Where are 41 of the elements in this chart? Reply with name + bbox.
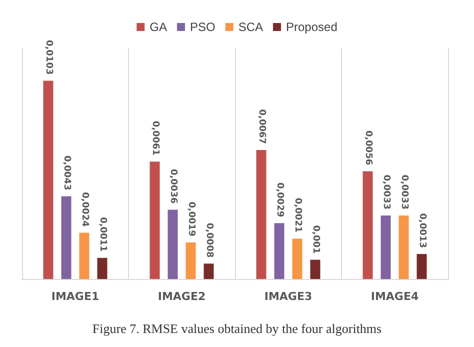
x-tick-label: IMAGE1: [51, 290, 100, 303]
caption: Figure 7. RMSE values obtained by the four algorithms: [92, 321, 382, 336]
bar: [150, 162, 160, 279]
x-tick-label: IMAGE2: [158, 290, 206, 303]
legend-label: SCA: [238, 20, 264, 34]
bar: [79, 232, 90, 279]
data-label: 0,0008: [204, 222, 214, 258]
data-label: 0,0033: [398, 174, 409, 210]
legend-label: GA: [150, 20, 167, 34]
bar: [256, 150, 266, 279]
bar: [43, 80, 54, 279]
x-tick-label: IMAGE4: [370, 290, 419, 303]
data-label: 0,0033: [380, 174, 391, 210]
x-tick-label: IMAGE3: [264, 290, 312, 303]
data-label: 0,0067: [256, 109, 266, 144]
data-label: 0,0061: [150, 120, 160, 156]
bar: [362, 171, 373, 279]
bar: [204, 264, 214, 279]
data-label: 0,0011: [97, 217, 108, 252]
data-label: 0,0021: [292, 198, 302, 233]
data-label: 0,0043: [61, 155, 72, 190]
bar: [380, 215, 391, 279]
bar: [186, 242, 196, 279]
legend-label: Proposed: [286, 20, 338, 34]
bar: [310, 260, 320, 279]
bar: [292, 238, 302, 279]
data-label: 0,0103: [43, 40, 54, 75]
bar: [97, 258, 108, 279]
bar: [416, 254, 427, 279]
data-label: 0,0019: [186, 202, 196, 236]
legend-label: PSO: [190, 20, 216, 34]
bar: [61, 196, 72, 279]
data-label: 0,0024: [79, 192, 90, 227]
data-label: 0,0013: [416, 213, 427, 248]
data-label: 0,0056: [362, 130, 373, 166]
data-label: 0,001: [310, 225, 320, 254]
data-label: 0,0036: [168, 168, 178, 204]
data-label: 0,0029: [274, 182, 284, 218]
bar: [274, 223, 284, 279]
bar: [398, 215, 409, 279]
bar: [168, 210, 178, 279]
